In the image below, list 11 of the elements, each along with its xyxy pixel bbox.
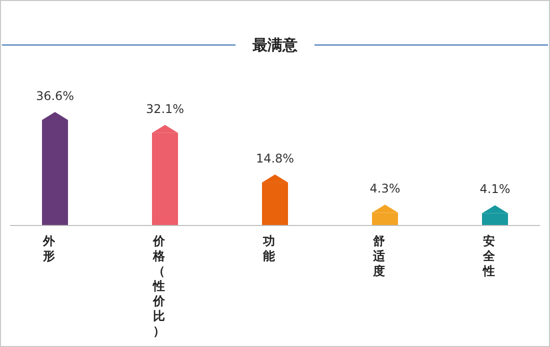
x-tick-label: 功能	[262, 234, 276, 263]
data-label: 36.6%	[36, 89, 74, 103]
x-tick-label: 外形	[42, 234, 56, 263]
x-tick-label: 价格（性价比）	[152, 234, 166, 338]
data-label: 14.8%	[256, 152, 294, 166]
data-label: 32.1%	[146, 102, 184, 116]
chart-title: 最满意	[252, 36, 298, 54]
data-label: 4.1%	[480, 182, 510, 196]
x-tick-label: 安全性	[482, 234, 496, 278]
x-tick-label: 舒适度	[372, 234, 386, 278]
data-label: 4.3%	[370, 182, 400, 196]
